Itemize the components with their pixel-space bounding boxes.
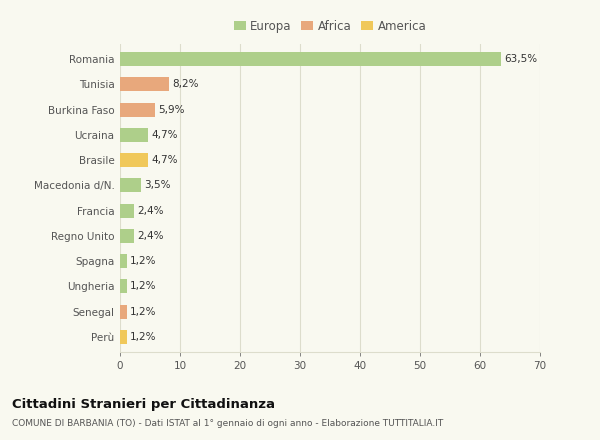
Text: 4,7%: 4,7% <box>151 130 178 140</box>
Legend: Europa, Africa, America: Europa, Africa, America <box>232 17 428 35</box>
Bar <box>120 279 127 293</box>
Text: 3,5%: 3,5% <box>144 180 170 191</box>
Bar <box>120 128 148 142</box>
Text: 1,2%: 1,2% <box>130 332 157 342</box>
Bar <box>120 254 127 268</box>
Text: 1,2%: 1,2% <box>130 281 157 291</box>
Text: 1,2%: 1,2% <box>130 256 157 266</box>
Text: 1,2%: 1,2% <box>130 307 157 317</box>
Bar <box>120 330 127 344</box>
Text: 63,5%: 63,5% <box>504 54 537 64</box>
Text: 5,9%: 5,9% <box>158 105 185 115</box>
Bar <box>120 304 127 319</box>
Bar <box>120 229 134 243</box>
Text: 4,7%: 4,7% <box>151 155 178 165</box>
Bar <box>120 153 148 167</box>
Bar <box>120 103 155 117</box>
Bar <box>120 52 501 66</box>
Text: COMUNE DI BARBANIA (TO) - Dati ISTAT al 1° gennaio di ogni anno - Elaborazione T: COMUNE DI BARBANIA (TO) - Dati ISTAT al … <box>12 419 443 428</box>
Text: 8,2%: 8,2% <box>172 79 199 89</box>
Text: 2,4%: 2,4% <box>137 205 164 216</box>
Bar <box>120 204 134 217</box>
Text: 2,4%: 2,4% <box>137 231 164 241</box>
Bar <box>120 77 169 92</box>
Bar <box>120 179 141 192</box>
Text: Cittadini Stranieri per Cittadinanza: Cittadini Stranieri per Cittadinanza <box>12 398 275 411</box>
